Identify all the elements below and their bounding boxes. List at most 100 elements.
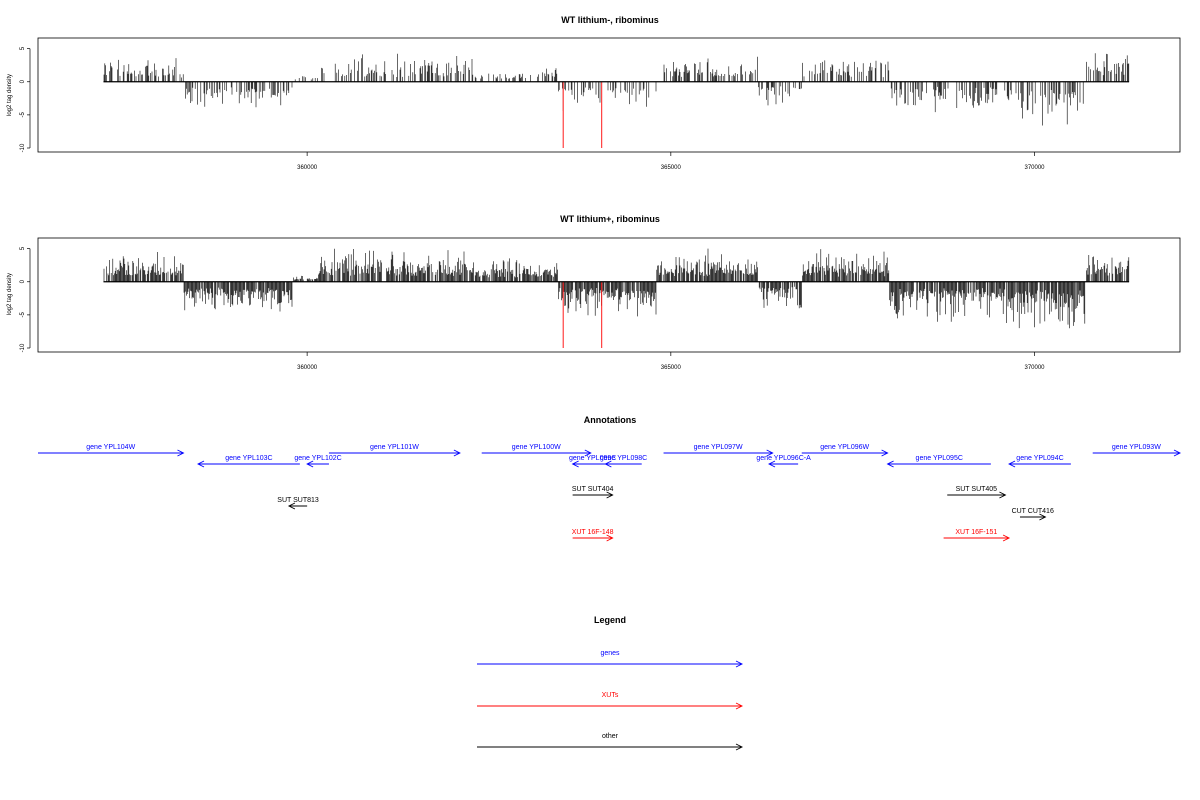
x-tick-label: 365000: [661, 165, 682, 171]
annotation-feature: gene YPL097W: [663, 444, 774, 457]
feature-arrow-head: [306, 460, 314, 468]
annotation-feature: CUT CUT416: [1012, 508, 1054, 521]
y-tick-label: -5: [20, 312, 26, 318]
feature-arrow-head: [1173, 449, 1182, 457]
annotation-feature: gene YPL101W: [328, 444, 461, 457]
y-tick-label: -10: [20, 343, 26, 352]
y-tick-label: 0: [20, 279, 26, 283]
x-tick-label: 370000: [1025, 165, 1046, 171]
y-axis-label: log2 tag density: [7, 74, 13, 116]
feature-label: gene YPL098C: [600, 455, 647, 462]
feature-arrow-head: [999, 491, 1007, 499]
legend-items: genes XUTs other: [477, 650, 744, 751]
y-axis: 5 0 -5 -10: [20, 46, 31, 152]
feature-label: gene YPL099C: [569, 455, 616, 462]
feature-arrow-head: [606, 534, 614, 542]
legend-label: XUTs: [602, 692, 619, 699]
legend-title: Legend: [594, 615, 626, 625]
legend-item: genes: [477, 650, 744, 668]
feature-label: gene YPL103C: [225, 455, 272, 462]
x-axis: 360000 365000 370000: [297, 152, 1045, 171]
y-tick-label: -10: [20, 143, 26, 152]
feature-label: gene YPL104W: [86, 444, 135, 451]
y-tick-label: -5: [20, 112, 26, 118]
x-tick-label: 360000: [297, 365, 318, 371]
legend: Legend genes XUTs other: [477, 615, 744, 751]
x-tick-label: 360000: [297, 165, 318, 171]
feature-arrow-head: [584, 449, 592, 457]
x-tick-label: 370000: [1025, 365, 1046, 371]
y-axis: 5 0 -5 -10: [20, 246, 31, 352]
feature-label: gene YPL102C: [294, 455, 341, 462]
feature-label: gene YPL096W: [820, 444, 869, 451]
panel-title: WT lithium+, ribominus: [560, 214, 660, 224]
feature-arrow-head: [606, 491, 614, 499]
legend-label: genes: [600, 650, 620, 657]
annotation-feature: gene YPL093W: [1092, 444, 1182, 457]
plot-frame: [37, 237, 1181, 353]
feature-arrow-head: [453, 449, 461, 457]
annotation-feature: gene YPL096W: [801, 444, 889, 457]
annotation-feature: gene YPL094C: [1008, 455, 1071, 468]
annotation-feature: gene YPL100W: [481, 444, 592, 457]
annotation-feature: gene YPL104W: [38, 444, 185, 457]
feature-arrow-head: [177, 449, 185, 457]
feature-arrow-head: [1039, 513, 1047, 521]
track-panel-lithium-minus: WT lithium-, ribominus log2 tag density …: [7, 15, 1181, 171]
legend-label: other: [602, 733, 619, 740]
density-bars: [103, 53, 1130, 126]
annotation-feature: gene YPL096C-A: [756, 455, 811, 468]
feature-label: gene YPL095C: [916, 455, 963, 462]
annotation-feature: XUT 16F-151: [943, 529, 1011, 542]
feature-arrow-head: [287, 502, 296, 510]
density-bars: [103, 248, 1130, 329]
legend-arrow-head: [735, 660, 744, 668]
annotation-feature: gene YPL103C: [197, 455, 300, 468]
feature-arrow-head: [768, 460, 776, 468]
feature-label: XUT 16F-151: [955, 529, 997, 536]
feature-arrow-head: [1008, 460, 1016, 468]
x-axis: 360000 365000 370000: [297, 352, 1045, 371]
annotation-features: gene YPL104W gene YPL103C gene YPL102C gene…: [38, 444, 1182, 542]
feature-label: SUT SUT405: [956, 486, 998, 493]
feature-label: gene YPL096C-A: [756, 455, 811, 462]
annotation-feature: SUT SUT404: [572, 486, 614, 499]
feature-label: SUT SUT404: [572, 486, 614, 493]
annotation-feature: SUT SUT813: [277, 497, 319, 510]
feature-arrow-head: [881, 449, 889, 457]
feature-label: gene YPL094C: [1016, 455, 1063, 462]
feature-label: CUT CUT416: [1012, 508, 1054, 515]
feature-arrow-head: [197, 460, 205, 468]
feature-arrow-head: [571, 460, 579, 468]
feature-label: SUT SUT813: [277, 497, 319, 504]
legend-arrow-head: [735, 743, 744, 751]
feature-arrow-head: [1002, 534, 1011, 542]
legend-arrow-head: [735, 702, 744, 710]
y-tick-label: 0: [20, 79, 26, 83]
annotation-feature: gene YPL098C: [600, 455, 647, 468]
feature-label: gene YPL093W: [1112, 444, 1161, 451]
annotation-feature: SUT SUT405: [947, 486, 1007, 499]
annotation-feature: gene YPL102C: [294, 455, 342, 468]
annotations-title: Annotations: [584, 415, 637, 425]
plot-frame: [37, 37, 1181, 153]
y-axis-label: log2 tag density: [7, 273, 13, 315]
feature-label: gene YPL097W: [694, 444, 743, 451]
feature-arrow-head: [886, 460, 894, 468]
legend-item: other: [477, 733, 744, 751]
track-panel-lithium-plus: WT lithium+, ribominus log2 tag density …: [7, 214, 1181, 371]
annotation-feature: gene YPL095C: [886, 455, 991, 468]
feature-arrow-head: [766, 449, 774, 457]
feature-label: gene YPL101W: [370, 444, 419, 451]
highlight-lines: [562, 81, 603, 148]
y-tick-label: 5: [20, 246, 26, 250]
legend-item: XUTs: [477, 692, 744, 710]
highlight-lines: [562, 281, 603, 348]
panel-title: WT lithium-, ribominus: [561, 15, 659, 25]
feature-label: XUT 16F-148: [572, 529, 614, 536]
feature-arrow-head: [604, 460, 612, 468]
annotation-feature: XUT 16F-148: [572, 529, 614, 542]
y-tick-label: 5: [20, 46, 26, 50]
